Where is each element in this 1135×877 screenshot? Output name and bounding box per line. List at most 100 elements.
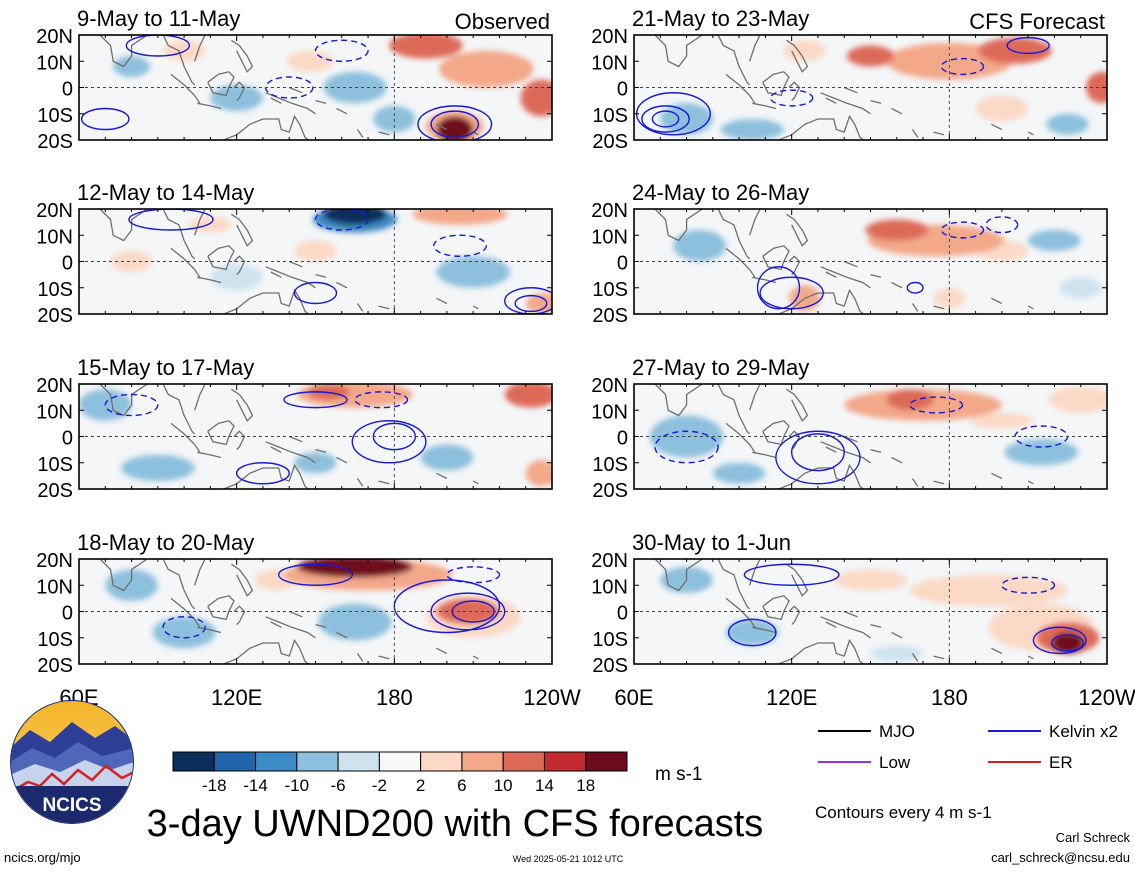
coastline (270, 97, 282, 104)
colorbar-swatch (420, 751, 463, 772)
wind-anomaly-area (436, 598, 500, 625)
y-tick-label: 0 (62, 79, 73, 101)
coastline (170, 422, 201, 453)
colorbar-swatch (255, 751, 298, 772)
coastline (436, 472, 448, 480)
coastline (222, 463, 310, 489)
coastline (222, 638, 310, 664)
coastline (820, 441, 871, 464)
coastline (777, 114, 865, 140)
wind-anomaly-area (1004, 439, 1079, 466)
y-tick-label: 10N (591, 401, 628, 423)
wind-anomaly-area (1028, 230, 1081, 251)
wind-anomaly-area (1049, 386, 1107, 413)
coastline (356, 653, 364, 662)
kelvin-contour (909, 396, 964, 414)
y-tick-label: 20S (37, 480, 73, 502)
panel-tag: Observed (455, 9, 550, 34)
colorbar-tick-label: -6 (331, 776, 346, 795)
colorbar: -18 -14 -10 -6 -2 2 6 10 14 18 (172, 751, 628, 795)
coastlines (99, 35, 479, 140)
kelvin-contour (504, 287, 552, 314)
coastline (911, 653, 919, 662)
y-tick-label: 10N (36, 401, 73, 423)
wind-anomaly-area (210, 264, 263, 291)
coastline (843, 610, 858, 618)
kelvin-contour (433, 234, 488, 257)
x-tick-label: 120W (523, 685, 581, 710)
wind-anomaly-area (318, 603, 392, 641)
y-tick-label: 10S (37, 454, 73, 476)
kelvin-contour (727, 618, 777, 647)
coastline (270, 271, 282, 278)
coastline (378, 305, 390, 310)
kelvin-contour (283, 391, 348, 409)
wind-anomaly-area (294, 240, 337, 262)
y-tick-label: 0 (617, 428, 628, 450)
map-panel: 20N 10N 0 10S 20S 9-May to 11-May Observed (36, 6, 553, 153)
kelvin-contour (906, 281, 924, 294)
kelvin-contour (235, 462, 290, 485)
colorbar-tick-label: -2 (372, 776, 387, 795)
colorbar-swatch (461, 751, 504, 772)
coastline (1027, 305, 1034, 310)
x-tick-label: 60E (614, 685, 653, 710)
y-tick-label: 0 (617, 253, 628, 275)
coastline (820, 92, 871, 115)
coastline (843, 86, 858, 94)
coastline (725, 247, 756, 278)
coastline (911, 129, 919, 138)
kelvin-contour (104, 393, 159, 417)
panel-frame (78, 34, 553, 141)
wind-anomaly-area (909, 574, 1068, 607)
panel-title: 18-May to 20-May (77, 530, 254, 555)
coastline (788, 605, 801, 626)
wind-anomaly-area (436, 116, 474, 140)
y-tick-label: 10S (37, 105, 73, 127)
wind-anomaly-area (525, 293, 552, 314)
kelvin-contour (80, 107, 130, 131)
wind-anomaly-area (297, 559, 413, 578)
coastline (231, 39, 254, 73)
coastline (991, 472, 1003, 480)
coastline (288, 260, 303, 268)
coastline (788, 430, 801, 451)
y-tick-label: 10S (592, 454, 628, 476)
coastline (748, 209, 761, 236)
colorbar-swatch (296, 751, 339, 772)
coastline (762, 245, 790, 271)
coastline (193, 559, 206, 586)
coastline (717, 384, 751, 435)
legend: MJO Kelvin x2 Low ER (818, 722, 1118, 772)
wind-anomaly-area (725, 619, 779, 646)
coastline (725, 422, 756, 453)
y-tick-label: 20S (37, 131, 73, 153)
coastline (748, 384, 761, 411)
coastline (222, 114, 310, 140)
x-tick-label: 120E (766, 685, 817, 710)
y-tick-label: 20N (36, 375, 73, 397)
y-tick-label: 20N (36, 26, 73, 48)
coastline (336, 631, 348, 639)
coastline (170, 597, 201, 628)
ncics-logo: NCICS (10, 700, 134, 824)
coastline (265, 266, 316, 289)
legend-label: Kelvin x2 (1049, 722, 1118, 741)
coastline (991, 123, 1003, 131)
wind-anomaly-area (975, 95, 1029, 122)
wind-anomaly-area (865, 219, 929, 241)
colorbar-swatch (337, 751, 380, 772)
map-panel: 20N 10N 0 10S 20S 15-May to 17-May (36, 355, 553, 502)
wind-anomaly-area (504, 384, 552, 408)
kelvin-contour (162, 616, 206, 639)
kelvin-contour (430, 110, 480, 139)
colorbar-tick-label: -10 (285, 776, 310, 795)
panel-title: 27-May to 29-May (632, 355, 809, 380)
coastline (99, 35, 148, 68)
wind-anomaly-area (152, 616, 216, 649)
coastline (752, 451, 777, 459)
y-tick-label: 0 (62, 428, 73, 450)
wind-anomaly-area (286, 50, 334, 72)
coastline (193, 35, 206, 62)
map-panel: 20N 10N 0 10S 20S 27-May to 29-May (591, 355, 1108, 502)
